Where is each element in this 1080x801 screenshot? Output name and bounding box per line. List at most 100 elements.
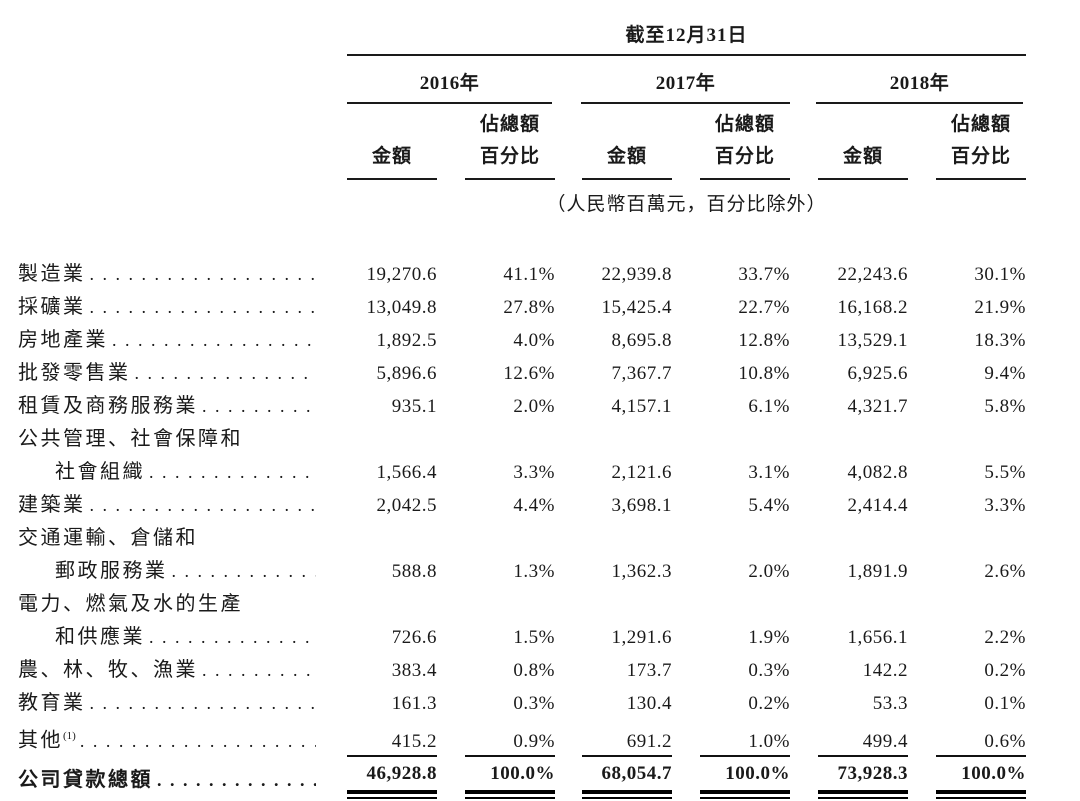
- amount-value: 1,566.4: [376, 462, 437, 483]
- table-row: 郵政服務業. . . . . . . . . . . . . . . . . .…: [18, 555, 1026, 588]
- percentage-value: 0.2%: [984, 660, 1026, 681]
- footnote-marker: (1): [63, 730, 76, 742]
- amount-value: 2,121.6: [611, 462, 672, 483]
- dot-leader: . . . . . . . . . . . . . . . . . . . . …: [89, 264, 317, 284]
- table-row: 公共管理、社會保障和: [18, 423, 1026, 456]
- amount-label: 金額: [371, 146, 412, 167]
- table-total: 公司貸款總額. . . . . . . . . . . . . . . . . …: [18, 755, 1026, 799]
- row-label: 電力、燃氣及水的生產: [18, 593, 243, 615]
- amount-label: 金額: [606, 146, 647, 167]
- percentage-value: 18.3%: [974, 330, 1026, 351]
- total-amount-value: 68,054.7: [555, 755, 672, 799]
- row-label: 製造業. . . . . . . . . . . . . . . . . . .…: [18, 258, 330, 291]
- row-label: 建築業. . . . . . . . . . . . . . . . . . .…: [18, 489, 330, 522]
- row-label: 房地產業. . . . . . . . . . . . . . . . . . …: [18, 324, 330, 357]
- percentage-value: 1.3%: [513, 561, 555, 582]
- percentage-value: 22.7%: [738, 297, 790, 318]
- table-row: 採礦業. . . . . . . . . . . . . . . . . . .…: [18, 291, 1026, 324]
- dot-leader: . . . . . . . . . . . . . . . . . . . . …: [112, 330, 316, 350]
- percentage-value: 2.6%: [984, 561, 1026, 582]
- percentage-value: 9.4%: [984, 363, 1026, 384]
- pct-label-top: 佔總額: [714, 114, 775, 135]
- col-header-amount-2016: 金額: [330, 104, 437, 180]
- percentage-value: 4.0%: [513, 330, 555, 351]
- year-header-2016: 2016年: [347, 56, 552, 104]
- dot-leader: . . . . . . . . . . . . . . . . . . . . …: [79, 730, 316, 751]
- amount-value: 161.3: [391, 693, 437, 714]
- amount-value: 726.6: [391, 627, 437, 648]
- table-row: 農、林、牧、漁業. . . . . . . . . . . . . . . . …: [18, 654, 1026, 687]
- dot-leader: . . . . . . . . . . . . . . . . . . . . …: [149, 627, 316, 647]
- percentage-value: 5.8%: [984, 396, 1026, 417]
- percentage-value: 10.8%: [738, 363, 790, 384]
- percentage-value: 0.9%: [513, 730, 555, 752]
- percentage-value: 4.4%: [513, 495, 555, 516]
- table-row: 其他(1). . . . . . . . . . . . . . . . . .…: [18, 720, 1026, 753]
- corporate-loans-table: 截至12月31日 2016年 2017年 2018年 金額 佔總額 百分比 金額 …: [18, 20, 1026, 799]
- table-row: 社會組織. . . . . . . . . . . . . . . . . . …: [18, 456, 1026, 489]
- percentage-value: 27.8%: [503, 297, 555, 318]
- percentage-value: 12.6%: [503, 363, 555, 384]
- amount-value: 4,157.1: [611, 396, 672, 417]
- amount-value: 1,891.9: [847, 561, 908, 582]
- row-label: 教育業. . . . . . . . . . . . . . . . . . .…: [18, 687, 330, 720]
- pct-label-top: 佔總額: [950, 114, 1011, 135]
- row-label: 社會組織. . . . . . . . . . . . . . . . . . …: [18, 456, 330, 489]
- pct-label-bottom: 百分比: [950, 146, 1011, 167]
- table-row: 租賃及商務服務業. . . . . . . . . . . . . . . . …: [18, 390, 1026, 423]
- percentage-value: 0.1%: [984, 693, 1026, 714]
- amount-value: 935.1: [391, 396, 437, 417]
- percentage-value: 30.1%: [974, 264, 1026, 285]
- dot-leader: . . . . . . . . . . . . . . . . . . . . …: [89, 693, 317, 713]
- amount-value: 4,082.8: [847, 462, 908, 483]
- amount-value: 13,529.1: [837, 330, 908, 351]
- double-underline: [347, 790, 437, 799]
- percentage-value: 2.0%: [748, 561, 790, 582]
- double-underline: [582, 790, 672, 799]
- double-underline: [818, 790, 908, 799]
- col-header-pct-2018: 佔總額 百分比: [908, 104, 1026, 180]
- amount-value: 2,414.4: [847, 495, 908, 516]
- double-underline: [936, 790, 1026, 799]
- col-header-pct-2016: 佔總額 百分比: [437, 104, 555, 180]
- dot-leader: . . . . . . . . . . . . . . . . . . . . …: [171, 561, 317, 581]
- amount-value: 383.4: [391, 660, 437, 681]
- amount-value: 1,362.3: [611, 561, 672, 582]
- table-body: 製造業. . . . . . . . . . . . . . . . . . .…: [18, 258, 1026, 753]
- unit-note: （人民幣百萬元，百分比除外）: [546, 194, 827, 215]
- percentage-value: 41.1%: [503, 264, 555, 285]
- percentage-value: 0.3%: [748, 660, 790, 681]
- amount-value: 1,892.5: [376, 330, 437, 351]
- total-percentage-value: 100.0%: [672, 755, 790, 799]
- dot-leader: . . . . . . . . . . . . . . . . . . . . …: [134, 363, 317, 383]
- table-header-columns-row: 金額 佔總額 百分比 金額 佔總額 百分比 金額 佔總額 百分比: [18, 104, 1026, 180]
- table-row: 電力、燃氣及水的生產: [18, 588, 1026, 621]
- total-amount-value: 46,928.8: [330, 755, 437, 799]
- table-row: 批發零售業. . . . . . . . . . . . . . . . . .…: [18, 357, 1026, 390]
- dot-leader: . . . . . . . . . . . . . . . . . . . . …: [149, 462, 316, 482]
- col-header-pct-2017: 佔總額 百分比: [672, 104, 790, 180]
- percentage-value: 1.5%: [513, 627, 555, 648]
- amount-label: 金額: [842, 146, 883, 167]
- total-percentage-value: 100.0%: [908, 755, 1026, 799]
- amount-value: 15,425.4: [601, 297, 672, 318]
- percentage-value: 2.0%: [513, 396, 555, 417]
- total-row: 公司貸款總額. . . . . . . . . . . . . . . . . …: [18, 755, 1026, 799]
- amount-value: 691.2: [626, 730, 672, 752]
- amount-value: 22,939.8: [601, 264, 672, 285]
- total-row-label: 公司貸款總額. . . . . . . . . . . . . . . . . …: [18, 755, 330, 797]
- percentage-value: 5.5%: [984, 462, 1026, 483]
- percentage-value: 3.3%: [513, 462, 555, 483]
- unit-note-row: （人民幣百萬元，百分比除外）: [18, 180, 1026, 216]
- table-row: 房地產業. . . . . . . . . . . . . . . . . . …: [18, 324, 1026, 357]
- amount-value: 2,042.5: [376, 495, 437, 516]
- dot-leader: . . . . . . . . . . . . . . . . . . . . …: [89, 495, 317, 515]
- table-row: 製造業. . . . . . . . . . . . . . . . . . .…: [18, 258, 1026, 291]
- row-label: 租賃及商務服務業. . . . . . . . . . . . . . . . …: [18, 390, 330, 423]
- pct-label-bottom: 百分比: [479, 146, 540, 167]
- percentage-value: 3.3%: [984, 495, 1026, 516]
- row-label: 郵政服務業. . . . . . . . . . . . . . . . . .…: [18, 555, 330, 588]
- total-amount-value: 73,928.3: [790, 755, 908, 799]
- amount-value: 4,321.7: [847, 396, 908, 417]
- percentage-value: 0.6%: [984, 730, 1026, 752]
